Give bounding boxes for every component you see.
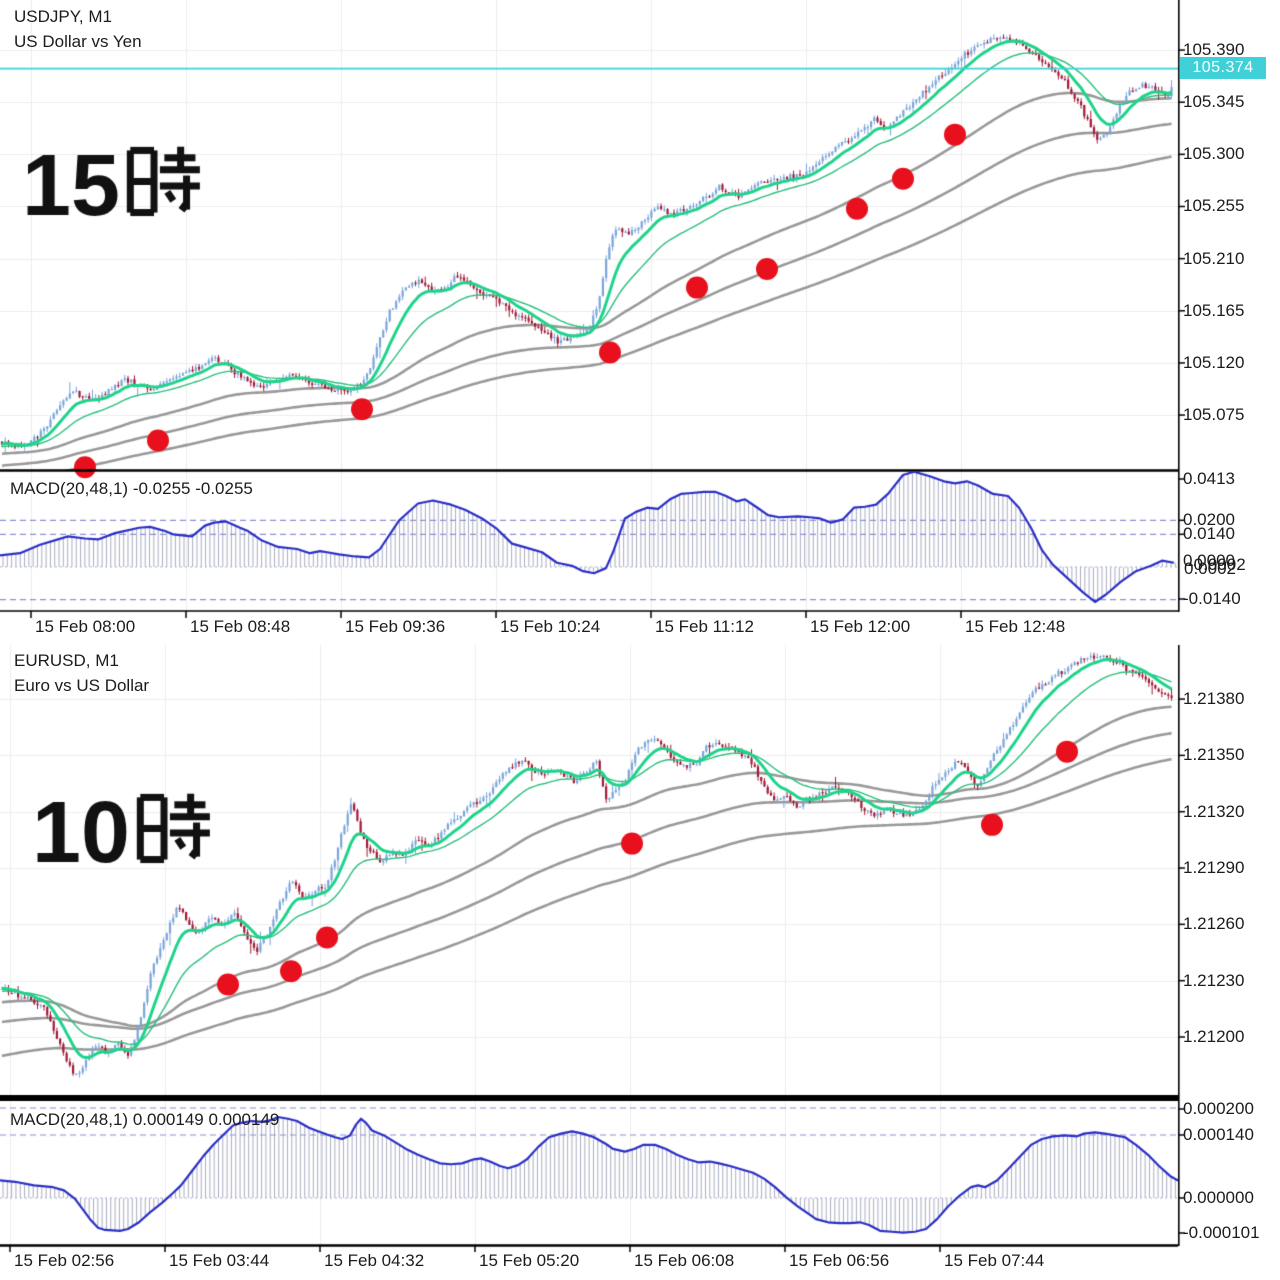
time-axis-label: 15 Feb 03:44 xyxy=(169,1251,270,1270)
price-tick-label: 105.210 xyxy=(1183,249,1245,268)
time-axis-label: 15 Feb 10:24 xyxy=(500,617,601,636)
time-axis-label: 15 Feb 06:56 xyxy=(789,1251,890,1270)
time-axis-label: 15 Feb 05:20 xyxy=(479,1251,580,1270)
price-tick-label: 105.120 xyxy=(1183,353,1245,372)
time-axis-label: 15 Feb 09:36 xyxy=(345,617,446,636)
time-axis-label: 15 Feb 08:48 xyxy=(190,617,291,636)
macd-tick-label: 0.0413 xyxy=(1183,469,1235,488)
macd-tick-label: 0.000140 xyxy=(1183,1125,1254,1144)
macd-tick-label: -0.000101 xyxy=(1183,1223,1260,1242)
price-tick-label: 1.21320 xyxy=(1183,802,1245,821)
price-tick-label: 105.255 xyxy=(1183,196,1245,215)
price-tick-label: 105.300 xyxy=(1183,144,1245,163)
price-tick-label: 1.21350 xyxy=(1183,745,1245,764)
price-tick-label: 1.21260 xyxy=(1183,914,1245,933)
price-tick-label: 105.345 xyxy=(1183,92,1245,111)
price-tick-label: 105.390 xyxy=(1183,40,1245,59)
eurusd-symbol: EURUSD, M1 xyxy=(14,651,119,670)
time-axis-label: 15 Feb 04:32 xyxy=(324,1251,425,1270)
usdjpy-macd-label: MACD(20,48,1) -0.0255 -0.0255 xyxy=(10,479,253,498)
time-axis-label: 15 Feb 06:08 xyxy=(634,1251,735,1270)
macd-zero-overlap-label: 0.0000 xyxy=(1183,551,1235,570)
macd-tick-label: 0.0140 xyxy=(1183,524,1235,543)
macd-tick-label: 0.0200 xyxy=(1183,510,1235,529)
time-axis-label: 15 Feb 07:44 xyxy=(944,1251,1045,1270)
macd-zero-overlap-label: -0.0002 xyxy=(1188,555,1246,574)
macd-zero-overlap-label: 0.0002 xyxy=(1184,559,1236,578)
time-axis-label: 15 Feb 02:56 xyxy=(14,1251,115,1270)
macd-tick-label: -0.0140 xyxy=(1183,589,1241,608)
current-price-badge: 105.374 xyxy=(1180,57,1266,79)
time-axis-label: 15 Feb 12:00 xyxy=(810,617,911,636)
time-axis-label: 15 Feb 11:12 xyxy=(655,617,754,636)
macd-tick-label: 0.000000 xyxy=(1183,1188,1254,1207)
time-axis-label: 15 Feb 12:48 xyxy=(965,617,1066,636)
usdjpy-subtitle: US Dollar vs Yen xyxy=(14,32,142,51)
macd-tick-label: 0.000200 xyxy=(1183,1099,1254,1118)
price-tick-label: 105.165 xyxy=(1183,301,1245,320)
time-axis-label: 15 Feb 08:00 xyxy=(35,617,136,636)
price-tick-label: 1.21290 xyxy=(1183,858,1245,877)
eurusd-subtitle: Euro vs US Dollar xyxy=(14,676,150,695)
price-tick-label: 1.21230 xyxy=(1183,971,1245,990)
price-tick-label: 1.21380 xyxy=(1183,689,1245,708)
usdjpy-symbol: USDJPY, M1 xyxy=(14,7,112,26)
eurusd-macd-label: MACD(20,48,1) 0.000149 0.000149 xyxy=(10,1110,280,1129)
price-tick-label: 1.21200 xyxy=(1183,1027,1245,1046)
price-tick-label: 105.075 xyxy=(1183,405,1245,424)
